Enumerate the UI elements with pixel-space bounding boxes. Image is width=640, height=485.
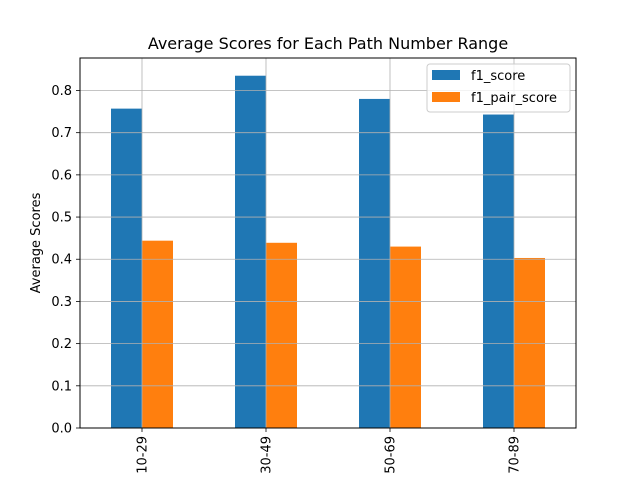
y-tick-label: 0.5 [51,211,72,226]
legend-swatch-f1-pair-score [432,92,460,102]
y-tick-label: 0.7 [51,126,72,141]
bar-f1-score-10-29 [111,108,142,428]
chart-title: Average Scores for Each Path Number Rang… [148,34,508,53]
y-axis-ticks: 0.0 0.1 0.2 0.3 0.4 0.5 0.6 0.7 0.8 [51,84,80,437]
bar-f1-score-30-49 [235,75,266,429]
bars [111,75,545,429]
y-tick-label: 0.4 [51,253,72,268]
legend-label-f1-score: f1_score [471,69,525,84]
legend-frame [426,63,571,113]
y-tick-label: 0.6 [51,168,72,183]
bar-f1-pair-score-70-89 [514,257,545,428]
y-tick-label: 0.2 [51,337,72,352]
bar-f1-score-50-69 [359,98,390,428]
legend-label-f1-pair-score: f1_pair_score [471,91,557,106]
x-axis-ticks: 10-29 30-49 50-69 70-89 [136,428,523,474]
legend-swatch-f1-score [432,70,460,80]
y-tick-label: 0.0 [51,422,72,437]
legend: f1_score f1_pair_score [426,63,571,113]
y-tick-label: 0.8 [51,84,72,99]
x-tick-label: 30-49 [260,436,275,474]
bar-f1-score-70-89 [483,114,514,429]
y-tick-label: 0.1 [51,379,72,394]
bar-f1-pair-score-10-29 [142,240,173,428]
x-tick-label: 70-89 [508,436,523,474]
bar-f1-pair-score-30-49 [266,242,297,428]
y-axis-label: Average Scores [29,192,44,293]
bar-f1-pair-score-50-69 [390,246,421,428]
grid-lines [80,58,576,429]
x-tick-label: 50-69 [384,436,399,474]
y-tick-label: 0.3 [51,295,72,310]
x-tick-label: 10-29 [136,436,151,474]
plot-area-frame [79,57,577,429]
